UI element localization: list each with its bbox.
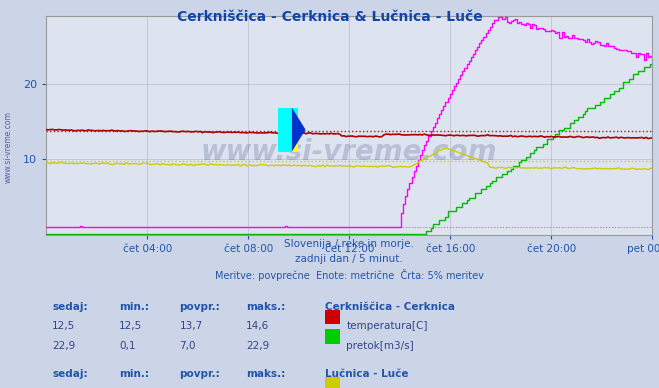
Text: Slovenija / reke in morje.: Slovenija / reke in morje.	[284, 239, 415, 249]
Text: 12,5: 12,5	[119, 321, 142, 331]
Text: maks.:: maks.:	[246, 369, 285, 379]
Text: sedaj:: sedaj:	[52, 302, 88, 312]
Bar	[325, 310, 340, 324]
Polygon shape	[292, 108, 306, 152]
Text: 22,9: 22,9	[246, 341, 270, 351]
Text: 14,6: 14,6	[246, 321, 270, 331]
Text: 7,0: 7,0	[179, 341, 196, 351]
Text: 22,9: 22,9	[52, 341, 75, 351]
Bar	[325, 329, 340, 344]
Text: pretok[m3/s]: pretok[m3/s]	[346, 341, 414, 351]
Text: zadnji dan / 5 minut.: zadnji dan / 5 minut.	[295, 254, 403, 264]
Text: maks.:: maks.:	[246, 302, 285, 312]
Text: 13,7: 13,7	[179, 321, 203, 331]
Bar	[292, 130, 298, 152]
Text: www.si-vreme.com: www.si-vreme.com	[201, 138, 498, 166]
Text: 0,1: 0,1	[119, 341, 135, 351]
Text: min.:: min.:	[119, 369, 149, 379]
Bar	[325, 377, 340, 388]
Text: temperatura[C]: temperatura[C]	[346, 321, 428, 331]
Text: min.:: min.:	[119, 302, 149, 312]
Text: Cerkniščica - Cerknica & Lučnica - Luče: Cerkniščica - Cerknica & Lučnica - Luče	[177, 10, 482, 24]
Text: Lučnica - Luče: Lučnica - Luče	[325, 369, 409, 379]
Text: www.si-vreme.com: www.si-vreme.com	[3, 111, 13, 184]
Text: povpr.:: povpr.:	[179, 302, 220, 312]
Text: Meritve: povprečne  Enote: metrične  Črta: 5% meritev: Meritve: povprečne Enote: metrične Črta:…	[215, 269, 484, 281]
Text: 12,5: 12,5	[52, 321, 75, 331]
Bar	[278, 108, 298, 152]
Text: Cerkniščica - Cerknica: Cerkniščica - Cerknica	[325, 302, 455, 312]
Text: povpr.:: povpr.:	[179, 369, 220, 379]
Text: sedaj:: sedaj:	[52, 369, 88, 379]
